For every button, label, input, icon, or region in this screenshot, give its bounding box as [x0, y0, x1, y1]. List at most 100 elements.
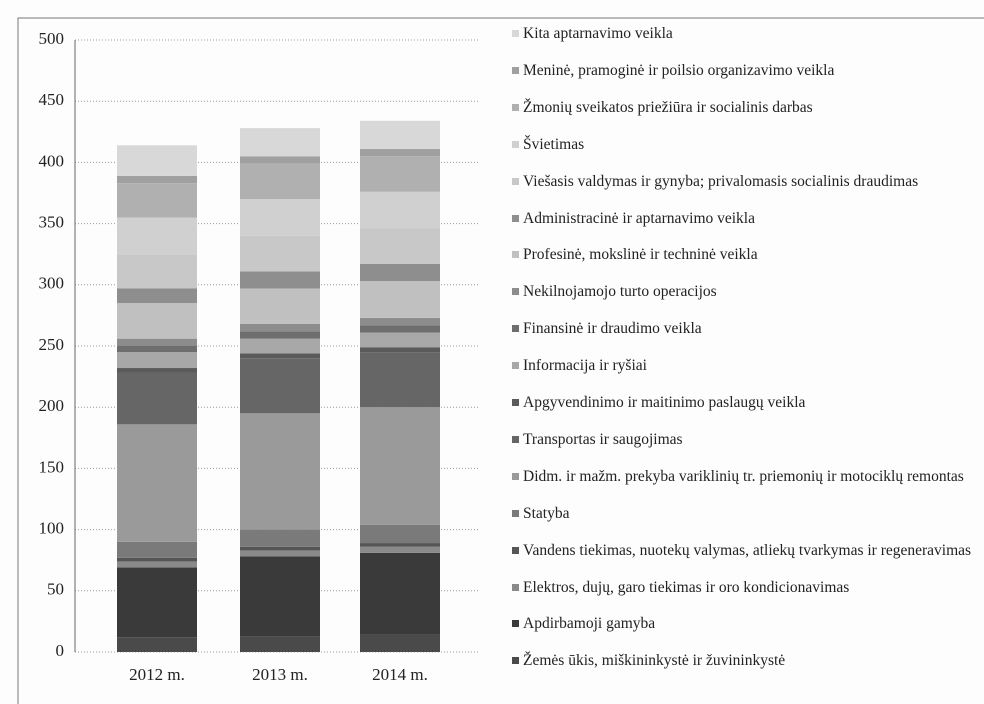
legend-swatch — [512, 140, 519, 148]
bar-segment — [360, 332, 440, 348]
bar-segment — [240, 128, 320, 157]
legend-label: Transportas ir saugojimas — [523, 430, 683, 448]
legend-label: Kita aptarnavimo veikla — [523, 25, 673, 42]
bar-segment — [117, 303, 197, 339]
legend-swatch — [512, 103, 519, 111]
legend-swatch — [512, 472, 519, 480]
legend-label: Viešasis valdymas ir gynyba; privalomasi… — [523, 172, 919, 190]
bar-segment — [117, 217, 197, 255]
legend-label: Finansinė ir draudimo veikla — [523, 320, 702, 338]
bar-segment — [117, 557, 197, 562]
y-tick-label: 200 — [39, 396, 65, 415]
legend-item: Apdirbamoji gamyba — [512, 615, 977, 633]
bar-segment — [360, 325, 440, 333]
legend-label: Profesinė, mokslinė ir techninė veikla — [523, 246, 758, 264]
legend-label: Statyba — [523, 504, 570, 522]
bar-segment — [240, 550, 320, 557]
x-tick-label: 2013 m. — [252, 665, 308, 684]
legend-swatch — [512, 325, 519, 333]
bar-segment — [240, 358, 320, 414]
legend-item: Nekilnojamojo turto operacijos — [512, 283, 977, 301]
legend-item: Didm. ir mažm. prekyba variklinių tr. pr… — [512, 469, 977, 484]
bar-segment — [360, 352, 440, 408]
legend-item: Finansinė ir draudimo veikla — [512, 321, 977, 336]
legend-item: Transportas ir saugojimas — [512, 432, 977, 447]
bar-segment — [240, 338, 320, 354]
chart-border — [17, 17, 984, 704]
legend-label: Žemės ūkis, miškininkystė ir žuvininkyst… — [523, 652, 786, 670]
legend-label: Vandens tiekimas, nuotekų valymas, atlie… — [523, 541, 972, 559]
y-tick-label: 300 — [39, 274, 65, 293]
bar-segment — [360, 524, 440, 544]
bar-segment — [117, 288, 197, 304]
legend-swatch — [512, 657, 519, 665]
bar-segment — [240, 235, 320, 272]
legend-label: Informacija ir ryšiai — [523, 357, 647, 375]
bar-segment — [240, 636, 320, 652]
bar-segment — [240, 546, 320, 551]
bar-segment — [117, 183, 197, 218]
legend-swatch — [512, 362, 519, 370]
y-tick-label: 350 — [39, 213, 65, 232]
legend-label: Apdirbamoji gamyba — [523, 615, 656, 633]
legend-label: Nekilnojamojo turto operacijos — [523, 283, 717, 301]
bar-segment — [117, 254, 197, 289]
bar-segment — [360, 148, 440, 157]
bar-segment — [360, 317, 440, 326]
legend-swatch — [512, 66, 519, 74]
bar-segment — [360, 228, 440, 264]
bar-segment — [360, 263, 440, 282]
legend-item: Elektros, dujų, garo tiekimas ir oro kon… — [512, 578, 977, 596]
y-tick-label: 150 — [39, 457, 65, 476]
legend-item: Žmonių sveikatos priežiūra ir socialinis… — [512, 100, 977, 115]
bar-segment — [240, 529, 320, 547]
bar-segment — [240, 199, 320, 236]
legend-swatch — [512, 288, 519, 296]
legend-label: Meninė, pramoginė ir poilsio organizavim… — [523, 61, 835, 79]
y-tick-label: 100 — [39, 519, 65, 538]
legend-swatch — [512, 30, 519, 37]
legend-swatch — [512, 546, 519, 554]
bar-segment — [240, 353, 320, 359]
bar-segment — [240, 163, 320, 200]
legend-item: Vandens tiekimas, nuotekų valymas, atlie… — [512, 541, 977, 559]
bar-segment — [117, 372, 197, 425]
x-tick-label: 2012 m. — [129, 665, 185, 684]
bar-segment — [117, 637, 197, 652]
bar-segment — [117, 561, 197, 568]
y-tick-label: 250 — [39, 335, 65, 354]
bar-segment — [360, 552, 440, 635]
bar-segment — [117, 541, 197, 558]
legend-item: Kita aptarnavimo veikla — [512, 26, 977, 41]
bar-segment — [360, 191, 440, 229]
bar-segment — [117, 346, 197, 353]
legend-item: Švietimas — [512, 136, 977, 152]
bar-segment — [117, 424, 197, 542]
legend-label: Elektros, dujų, garo tiekimas ir oro kon… — [523, 578, 850, 596]
bar-segment — [240, 271, 320, 289]
bar-segment — [240, 413, 320, 530]
bar-segment — [117, 175, 197, 184]
legend-swatch — [512, 399, 519, 406]
legend-item: Žemės ūkis, miškininkystė ir žuvininkyst… — [512, 652, 977, 670]
bar-segment — [117, 338, 197, 346]
legend-item: Meninė, pramoginė ir poilsio organizavim… — [512, 63, 977, 78]
legend-item: Profesinė, mokslinė ir techninė veikla — [512, 246, 977, 264]
x-tick-label: 2014 m. — [372, 665, 428, 684]
bar-segment — [360, 634, 440, 652]
legend-label: Didm. ir mažm. prekyba variklinių tr. pr… — [523, 467, 964, 485]
legend-swatch — [512, 251, 519, 259]
bar-segment — [360, 407, 440, 525]
bar-segment — [360, 281, 440, 318]
bar-segment — [360, 120, 440, 149]
bar-segment — [117, 567, 197, 638]
bar-segment — [117, 145, 197, 176]
bar-segment — [240, 331, 320, 339]
legend-swatch — [512, 214, 519, 222]
legend-label: Žmonių sveikatos priežiūra ir socialinis… — [523, 98, 813, 116]
y-tick-label: 0 — [56, 641, 65, 660]
bar-segment — [240, 156, 320, 164]
legend-swatch — [512, 583, 519, 591]
